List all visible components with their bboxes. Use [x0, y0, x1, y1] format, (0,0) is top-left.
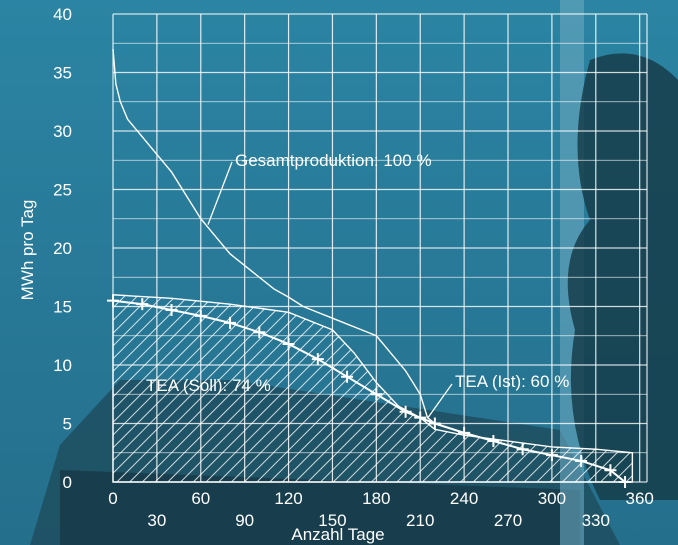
x-tick-300: 300 [538, 489, 566, 508]
marker-tea-ist-14 [487, 435, 500, 448]
x-tick-150: 150 [318, 511, 346, 530]
y-tick-35: 35 [53, 64, 72, 83]
leader-gesamtproduktion [207, 161, 233, 225]
x-tick-210: 210 [406, 511, 434, 530]
x-axis-label: Anzahl Tage [291, 525, 384, 544]
x-tick-0: 0 [108, 489, 117, 508]
y-tick-5: 5 [63, 415, 72, 434]
marker-tea-ist-5 [253, 326, 266, 339]
y-tick-30: 30 [53, 122, 72, 141]
marker-tea-ist-1 [136, 298, 149, 311]
y-tick-25: 25 [53, 181, 72, 200]
marker-tea-ist-19 [619, 476, 632, 488]
marker-tea-ist-15 [516, 443, 529, 456]
marker-tea-ist-3 [194, 309, 207, 322]
x-tick-240: 240 [450, 489, 478, 508]
y-tick-10: 10 [53, 356, 72, 375]
x-tick-330: 330 [582, 511, 610, 530]
series [107, 49, 632, 488]
label-tea-ist: TEA (Ist): 60 % [455, 372, 569, 391]
x-tick-60: 60 [191, 489, 210, 508]
y-tick-0: 0 [63, 473, 72, 492]
marker-tea-ist-11 [414, 411, 427, 424]
marker-tea-ist-0 [107, 294, 119, 307]
x-tick-180: 180 [362, 489, 390, 508]
x-tick-270: 270 [494, 511, 522, 530]
x-tick-90: 90 [235, 511, 254, 530]
label-tea-soll: TEA (Soll): 74 % [146, 376, 271, 395]
marker-tea-ist-16 [545, 449, 558, 462]
y-tick-20: 20 [53, 239, 72, 258]
marker-tea-ist-18 [604, 464, 617, 477]
marker-tea-ist-4 [224, 316, 237, 329]
marker-tea-ist-7 [311, 353, 324, 366]
y-tick-15: 15 [53, 298, 72, 317]
marker-tea-ist-2 [165, 304, 178, 317]
marker-tea-ist-10 [399, 405, 412, 418]
x-tick-360: 360 [625, 489, 653, 508]
marker-tea-ist-13 [458, 426, 471, 439]
y-axis-label: MWh pro Tag [18, 200, 37, 301]
tree [567, 53, 678, 500]
ticks: 0 5 10 15 20 25 30 35 40 0 30 60 90 120 150 180 210 240 27… [53, 5, 654, 530]
x-tick-30: 30 [147, 511, 166, 530]
marker-tea-ist-9 [370, 388, 383, 401]
x-tick-120: 120 [274, 489, 302, 508]
label-gesamtproduktion: Gesamtproduktion: 100 % [235, 151, 432, 170]
marker-tea-ist-6 [282, 337, 295, 350]
house-wall [60, 470, 580, 545]
marker-tea-ist-17 [575, 454, 588, 467]
line-gesamtproduktion [112, 49, 436, 425]
marker-tea-ist-8 [341, 370, 354, 383]
y-tick-40: 40 [53, 5, 72, 24]
marker-tea-ist-12 [428, 417, 441, 430]
leader-tea-ist [427, 383, 453, 419]
